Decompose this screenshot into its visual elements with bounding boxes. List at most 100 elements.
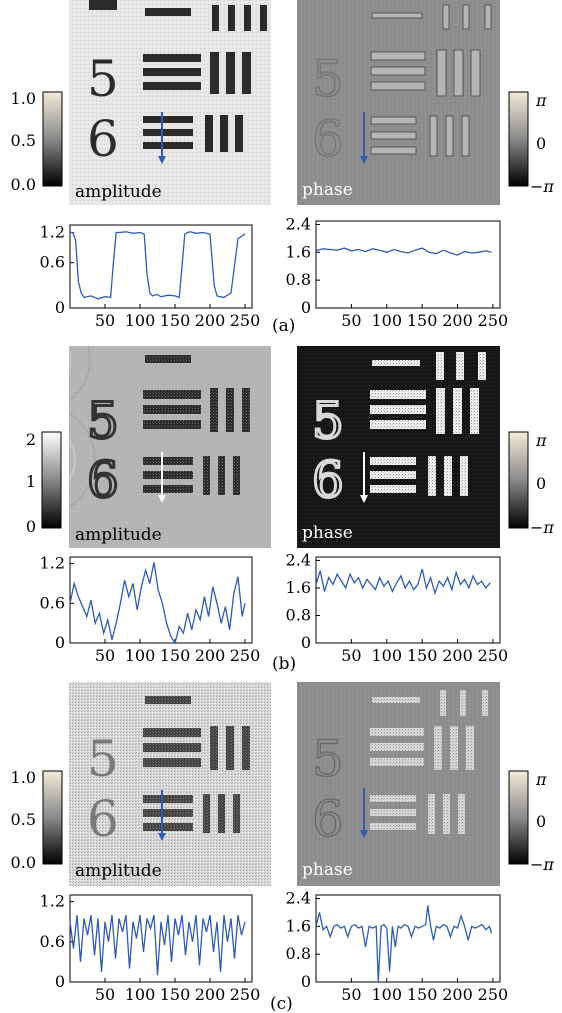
panel-label-a: (a) <box>272 316 295 336</box>
colorbar-tick: π <box>535 770 547 789</box>
y-tick-label: 0 <box>55 972 65 991</box>
plot-frame <box>315 556 501 644</box>
colorbar-tick: 0.0 <box>11 853 36 872</box>
profile-line <box>315 905 493 983</box>
x-tick-label: 100 <box>371 985 402 1004</box>
digit-6: 6 <box>87 790 119 848</box>
panel-c-amplitude-colorbar: 1.0 0.5 0.0 <box>11 768 63 872</box>
y-tick-label: 1.6 <box>286 242 311 261</box>
x-tick-label: 200 <box>195 646 226 665</box>
profile-line <box>315 247 492 256</box>
profile-line <box>315 568 491 596</box>
chart-c-amplitude: 50 100 150 200 250 1.2 0.6 0 <box>40 892 261 1004</box>
colorbar-tick: −π <box>530 518 554 537</box>
profile-line <box>70 231 246 300</box>
x-tick-label: 100 <box>125 311 156 330</box>
panel-b-amplitude-colorbar: 2 1 0 <box>26 430 62 536</box>
chart-a-amplitude: 50 100 150 200 250 1.2 0.6 0 <box>40 223 261 330</box>
colorbar-tick: 1.0 <box>11 768 36 787</box>
y-tick-label: 1.6 <box>286 578 311 597</box>
y-tick-label: 0 <box>55 298 65 317</box>
digit-5: 5 <box>87 730 119 788</box>
x-tick-label: 200 <box>442 311 473 330</box>
panel-b: 5 6 amplitude 2 1 0 <box>26 346 554 674</box>
chart-c-phase: 50 100 150 200 250 2.4 1.6 0.8 0 <box>286 888 509 1004</box>
amplitude-caption: amplitude <box>75 525 162 545</box>
panel-b-phase-image: 5 6 phase <box>297 346 500 548</box>
y-tick-label: 2.4 <box>286 550 311 569</box>
chart-a-phase: 50 100 150 200 250 2.4 1.6 0.8 0 <box>286 214 509 330</box>
digit-6: 6 <box>87 110 119 168</box>
profile-arrowhead <box>360 830 368 838</box>
y-tick-label: 0.8 <box>286 605 311 624</box>
phase-caption: phase <box>302 523 353 543</box>
x-tick-label: 150 <box>407 311 438 330</box>
panel-c-amplitude-image: 5 6 amplitude <box>69 682 271 886</box>
x-tick-label: 50 <box>341 985 361 1004</box>
phase-caption: phase <box>302 860 353 880</box>
y-tick-label: 0 <box>301 633 311 652</box>
x-tick-label: 50 <box>95 311 115 330</box>
colorbar-tick: 0 <box>26 517 36 536</box>
y-tick-label: 0.6 <box>40 253 65 272</box>
y-tick-label: 0.8 <box>286 270 311 289</box>
x-tick-label: 150 <box>407 985 438 1004</box>
amplitude-caption: amplitude <box>75 182 162 202</box>
panel-a-amplitude-colorbar: 1.0 0.5 0.0 <box>11 89 63 194</box>
x-tick-label: 250 <box>478 311 509 330</box>
x-tick-label: 150 <box>160 311 191 330</box>
plot-frame <box>69 224 253 309</box>
y-tick-label: 0.8 <box>286 944 311 963</box>
x-tick-label: 200 <box>195 311 226 330</box>
panel-label-b: (b) <box>272 654 296 674</box>
digit-6: 6 <box>87 451 119 509</box>
panel-c: 5 6 amplitude 1.0 0.5 0.0 <box>11 682 554 1013</box>
y-tick-label: 1.2 <box>40 554 65 573</box>
digit-5: 5 <box>87 392 119 450</box>
colorbar-tick: −π <box>530 177 554 196</box>
plot-frame <box>69 556 253 644</box>
colorbar-tick: 1 <box>26 472 36 491</box>
digit-6: 6 <box>312 451 344 509</box>
colorbar-tick: 0 <box>536 134 546 153</box>
amplitude-caption: amplitude <box>75 861 162 881</box>
panel-c-phase-colorbar: π 0 −π <box>508 770 554 874</box>
profile-arrowhead <box>158 156 166 164</box>
panel-label-c: (c) <box>270 994 293 1013</box>
x-tick-label: 250 <box>230 985 261 1004</box>
profile-arrowhead <box>158 495 166 503</box>
x-tick-label: 50 <box>341 311 361 330</box>
colorbar-tick: 0 <box>536 474 546 493</box>
phase-caption: phase <box>302 180 353 200</box>
y-tick-label: 0.6 <box>40 593 65 612</box>
colorbar-tick: 0 <box>536 812 546 831</box>
y-tick-label: 1.2 <box>40 892 65 911</box>
digit-5: 5 <box>312 50 344 108</box>
digit-6: 6 <box>312 110 344 168</box>
colorbar-tick: π <box>535 91 547 110</box>
x-tick-label: 250 <box>230 646 261 665</box>
panel-b-amplitude-image: 5 6 amplitude <box>69 346 271 548</box>
digit-6: 6 <box>312 790 344 848</box>
x-tick-label: 50 <box>95 985 115 1004</box>
y-tick-label: 0.6 <box>40 932 65 951</box>
x-tick-label: 150 <box>160 985 191 1004</box>
y-tick-label: 1.2 <box>40 223 65 242</box>
panel-c-phase-image: 5 6 phase <box>297 682 500 886</box>
profile-line <box>69 914 246 976</box>
panel-a-phase-image: 5 6 phase <box>297 0 500 205</box>
x-tick-label: 150 <box>407 646 438 665</box>
x-tick-label: 50 <box>95 646 115 665</box>
colorbar-tick: π <box>535 431 547 450</box>
profile-line <box>69 562 246 645</box>
panel-a: 5 6 amplitude 1.0 0.5 0.0 <box>11 0 554 336</box>
panel-a-amplitude-image: 5 6 amplitude <box>69 0 271 205</box>
chart-b-phase: 50 100 150 200 250 2.4 1.6 0.8 0 <box>286 550 509 665</box>
x-tick-label: 150 <box>160 646 191 665</box>
profile-arrowhead <box>158 833 166 841</box>
x-tick-label: 100 <box>125 646 156 665</box>
colorbar-tick: 2 <box>26 430 36 449</box>
colorbar-tick: 1.0 <box>11 89 36 108</box>
y-tick-label: 0 <box>301 972 311 991</box>
